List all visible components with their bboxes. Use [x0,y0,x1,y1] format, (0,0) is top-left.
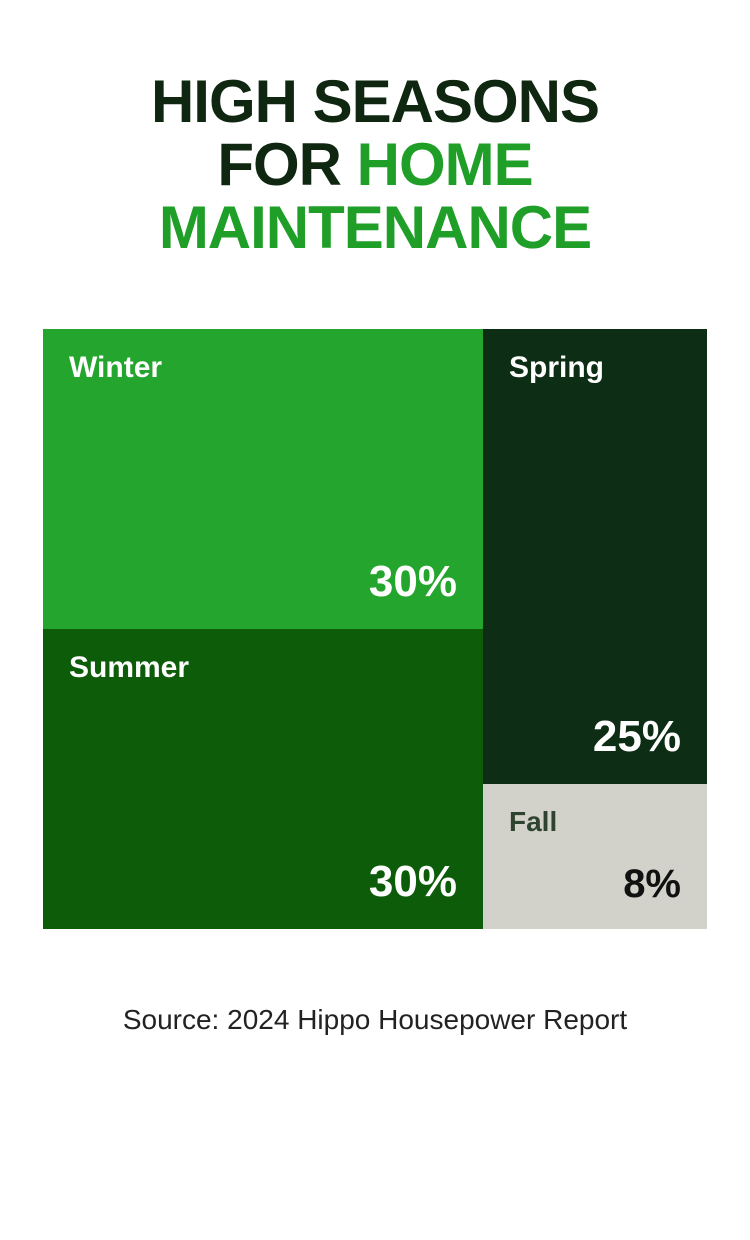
tile-spring: Spring 25% [483,329,707,784]
title-line-2a: FOR [217,131,356,198]
source-text: Source: 2024 Hippo Housepower Report [40,1004,710,1036]
title-line-3: MAINTENANCE [40,196,710,259]
tile-summer: Summer 30% [43,629,483,929]
title-line-1: HIGH SEASONS [40,70,710,133]
tile-label-summer: Summer [69,651,457,685]
tile-value-winter: 30% [369,557,457,607]
tile-label-spring: Spring [509,351,681,385]
tile-winter: Winter 30% [43,329,483,629]
tile-label-fall: Fall [509,806,681,838]
title-line-2b: HOME [357,131,533,198]
infographic-container: HIGH SEASONS FOR HOME MAINTENANCE Winter… [0,0,750,1240]
title-block: HIGH SEASONS FOR HOME MAINTENANCE [40,70,710,259]
title-line-2: FOR HOME [40,133,710,196]
tile-value-summer: 30% [369,857,457,907]
treemap-chart: Winter 30% Summer 30% Spring 25% Fall 8% [43,329,707,929]
tile-value-spring: 25% [593,712,681,762]
tile-fall: Fall 8% [483,784,707,929]
tile-label-winter: Winter [69,351,457,385]
tile-value-fall: 8% [623,862,681,907]
